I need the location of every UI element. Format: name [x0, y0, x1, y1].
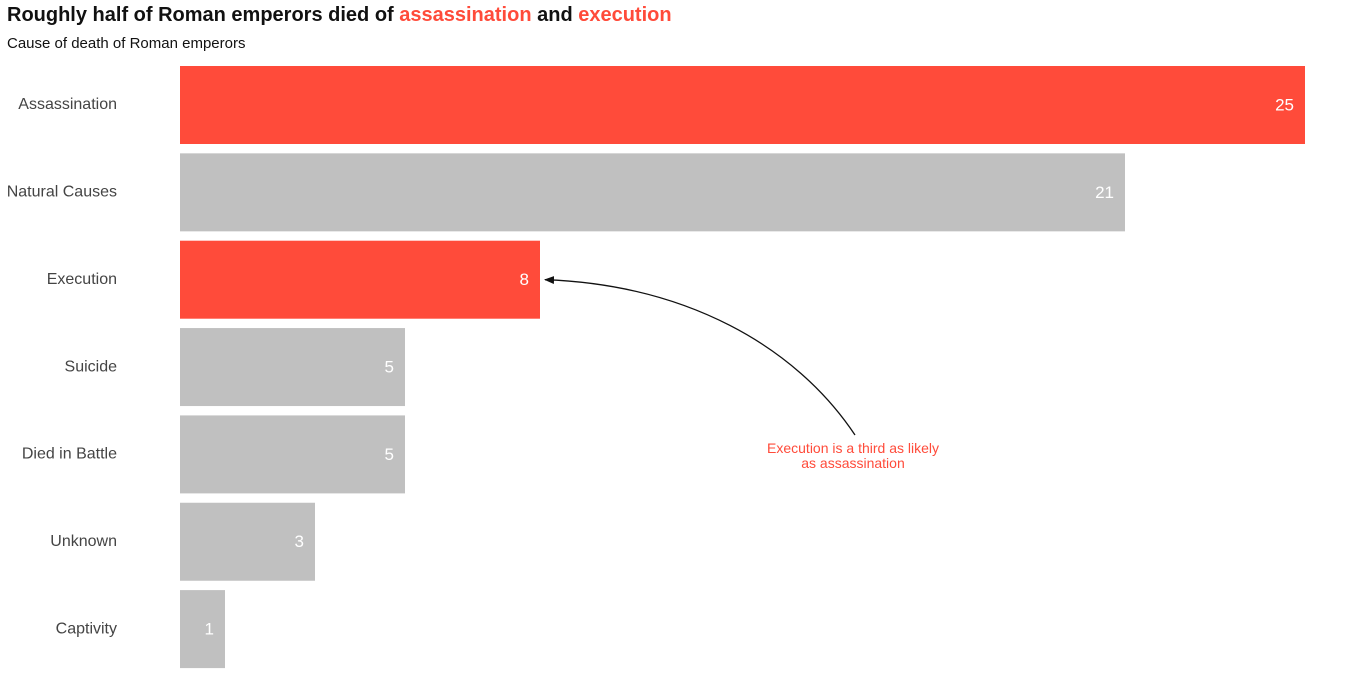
bar-captivity — [180, 590, 225, 669]
category-label-assassination: Assassination — [18, 96, 117, 113]
value-label-unknown: 3 — [295, 532, 304, 551]
annotation-arrow — [544, 276, 856, 436]
category-label-execution: Execution — [47, 271, 117, 288]
bars-group: Assassination 25 Natural Causes 21 Execution… — [7, 66, 1305, 669]
category-label-suicide: Suicide — [65, 358, 118, 375]
title-part: and — [531, 4, 579, 26]
category-label-natural-causes: Natural Causes — [7, 184, 117, 201]
title-part: Roughly half of Roman emperors died of — [7, 4, 400, 26]
value-label-assassination: 25 — [1275, 95, 1294, 114]
bar-natural-causes — [180, 153, 1125, 232]
bar-died-in-battle — [180, 415, 405, 494]
title-highlight-assassination: assassination — [399, 4, 532, 26]
value-label-died-in-battle: 5 — [385, 445, 394, 464]
value-label-captivity: 1 — [205, 620, 214, 639]
bar-assassination — [180, 66, 1305, 144]
category-label-died-in-battle: Died in Battle — [22, 446, 117, 463]
title-highlight-execution: execution — [578, 4, 672, 26]
value-label-natural-causes: 21 — [1095, 183, 1114, 202]
chart-title: Roughly half of Roman emperors died of a… — [7, 4, 672, 27]
annotation-text-line: Execution is a third as likely — [767, 440, 939, 456]
category-label-unknown: Unknown — [50, 533, 117, 550]
bar-unknown — [180, 502, 315, 581]
chart-subtitle: Cause of death of Roman emperors — [7, 35, 246, 52]
annotation-text-line: as assassination — [801, 455, 905, 471]
bar-suicide — [180, 328, 405, 407]
category-label-captivity: Captivity — [56, 620, 117, 637]
value-label-suicide: 5 — [385, 358, 394, 377]
bar-execution — [180, 240, 540, 319]
value-label-execution: 8 — [520, 270, 529, 289]
